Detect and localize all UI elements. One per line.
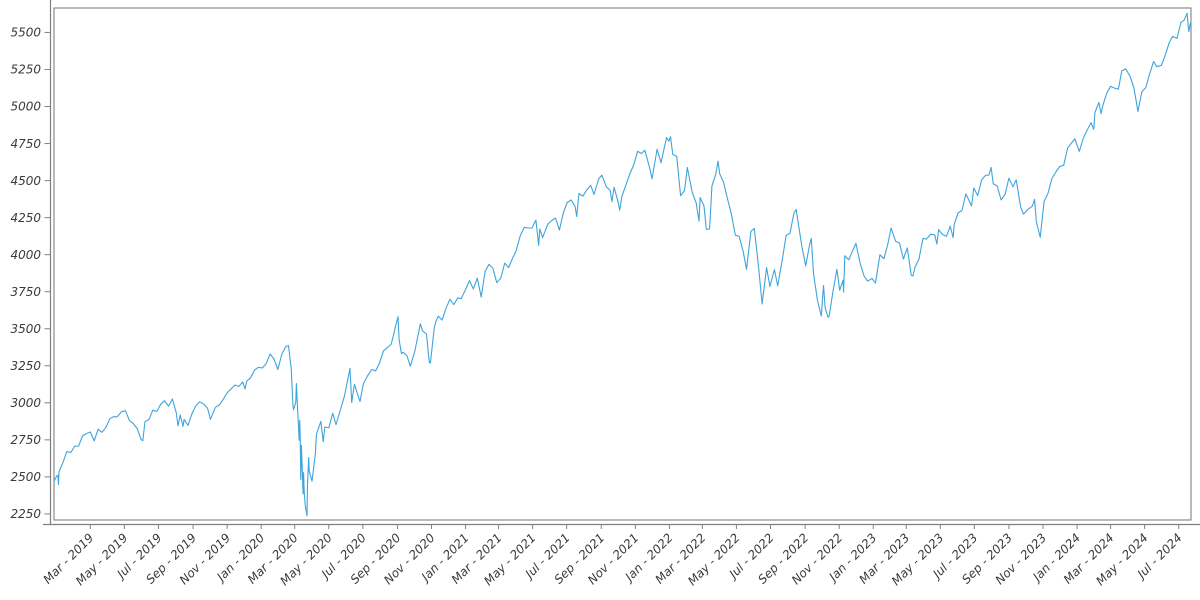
y-tick-label: 4000 bbox=[10, 248, 41, 262]
y-tick-label: 5000 bbox=[10, 100, 41, 114]
y-tick-label: 4250 bbox=[10, 211, 41, 225]
y-tick-label: 4500 bbox=[10, 174, 41, 188]
y-tick-label: 2750 bbox=[10, 433, 41, 447]
y-tick-label: 3250 bbox=[10, 359, 41, 373]
y-tick-label: 3000 bbox=[10, 396, 41, 410]
y-tick-label: 2500 bbox=[10, 470, 41, 484]
y-tick-label: 3500 bbox=[10, 322, 41, 336]
y-tick-label: 5250 bbox=[10, 63, 41, 77]
price-line bbox=[53, 12, 1192, 517]
y-tick-label: 3750 bbox=[10, 285, 41, 299]
y-tick-label: 4750 bbox=[10, 137, 41, 151]
plot-border bbox=[53, 7, 1192, 521]
y-tick-label: 2250 bbox=[10, 507, 41, 521]
y-tick-label: 5500 bbox=[10, 26, 41, 40]
